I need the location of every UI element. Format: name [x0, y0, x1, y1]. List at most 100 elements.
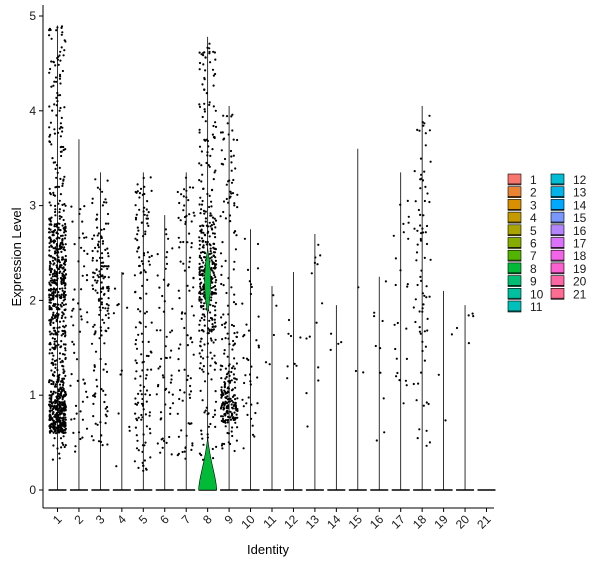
- jitter-point: [148, 393, 151, 397]
- jitter-point: [138, 296, 142, 300]
- jitter-point: [73, 243, 76, 246]
- jitter-point: [182, 240, 185, 244]
- jitter-point: [180, 193, 183, 196]
- jitter-point: [64, 234, 67, 237]
- x-tick-label: 14: [324, 512, 344, 532]
- jitter-point: [181, 450, 184, 454]
- jitter-point: [241, 398, 244, 401]
- jitter-point: [212, 286, 215, 289]
- jitter-point: [202, 209, 206, 212]
- jitter-point: [58, 407, 61, 410]
- jitter-point: [204, 69, 207, 72]
- jitter-point: [424, 185, 427, 188]
- jitter-point: [201, 349, 204, 352]
- jitter-point: [321, 302, 324, 305]
- legend-item-20: 20: [550, 275, 587, 289]
- jitter-point: [213, 217, 216, 220]
- legend-swatch: [507, 275, 522, 287]
- jitter-point: [192, 277, 195, 280]
- jitter-point: [227, 415, 230, 418]
- legend-swatch: [550, 211, 565, 224]
- jitter-point: [54, 210, 57, 214]
- jitter-point: [205, 161, 208, 165]
- jitter-point: [202, 313, 205, 316]
- jitter-point: [49, 121, 53, 124]
- jitter-point: [59, 265, 62, 268]
- jitter-point: [107, 297, 110, 300]
- jitter-point: [143, 312, 147, 315]
- jitter-point: [186, 241, 189, 244]
- jitter-point: [96, 234, 99, 237]
- jitter-point: [102, 265, 105, 268]
- jitter-point: [60, 247, 63, 250]
- violin-group-15: [348, 148, 367, 491]
- jitter-point: [213, 274, 216, 277]
- jitter-point: [51, 259, 55, 262]
- jitter-point: [134, 216, 138, 219]
- jitter-point: [407, 237, 410, 240]
- jitter-point: [232, 324, 235, 328]
- jitter-point: [69, 384, 72, 387]
- jitter-point: [247, 396, 250, 399]
- jitter-point: [202, 458, 205, 461]
- jitter-point: [182, 209, 185, 212]
- jitter-point: [202, 370, 205, 373]
- jitter-point: [52, 311, 55, 314]
- jitter-point: [52, 193, 55, 197]
- jitter-point: [106, 247, 109, 250]
- jitter-point: [58, 452, 61, 455]
- jitter-point: [64, 204, 67, 207]
- jitter-point: [113, 287, 117, 290]
- jitter-point: [225, 411, 228, 414]
- y-tick-label: 5: [29, 9, 36, 23]
- jitter-point: [215, 279, 218, 282]
- jitter-point: [305, 392, 308, 395]
- violin-group-10: [241, 229, 260, 491]
- jitter-point: [146, 214, 149, 217]
- jitter-point: [49, 418, 52, 421]
- jitter-point: [57, 185, 61, 188]
- jitter-point: [243, 237, 246, 240]
- jitter-point: [49, 427, 52, 430]
- jitter-point: [236, 193, 239, 196]
- jitter-point: [148, 427, 151, 430]
- jitter-point: [104, 307, 107, 310]
- jitter-point: [60, 150, 63, 153]
- jitter-point: [220, 419, 223, 422]
- jitter-point: [234, 303, 237, 306]
- jitter-point: [158, 286, 161, 289]
- jitter-point: [57, 330, 60, 333]
- jitter-point: [102, 389, 105, 392]
- jitter-point: [425, 296, 428, 299]
- jitter-point: [199, 319, 202, 322]
- jitter-point: [191, 186, 195, 189]
- jitter-point: [93, 333, 96, 336]
- jitter-point: [198, 268, 201, 271]
- jitter-point: [188, 289, 191, 292]
- jitter-point: [413, 227, 416, 230]
- jitter-point: [55, 340, 58, 343]
- jitter-point: [425, 285, 428, 288]
- jitter-point: [200, 150, 203, 153]
- jitter-point: [100, 252, 104, 255]
- jitter-point: [59, 82, 62, 85]
- jitter-point: [198, 243, 202, 246]
- jitter-point: [214, 400, 218, 403]
- jitter-point: [215, 263, 218, 266]
- jitter-point: [60, 281, 64, 284]
- jitter-point: [230, 414, 233, 417]
- violin-group-3: [91, 172, 110, 491]
- jitter-point: [198, 131, 201, 134]
- jitter-point: [53, 229, 57, 232]
- jitter-point: [71, 340, 74, 343]
- jitter-point: [190, 246, 193, 249]
- jitter-point: [208, 235, 211, 238]
- jitter-point: [199, 265, 202, 268]
- jitter-point: [52, 272, 56, 275]
- jitter-point: [198, 61, 202, 65]
- jitter-point: [58, 352, 62, 355]
- jitter-point: [58, 73, 62, 76]
- jitter-point: [223, 349, 226, 352]
- jitter-point: [134, 237, 137, 240]
- jitter-point: [419, 239, 423, 242]
